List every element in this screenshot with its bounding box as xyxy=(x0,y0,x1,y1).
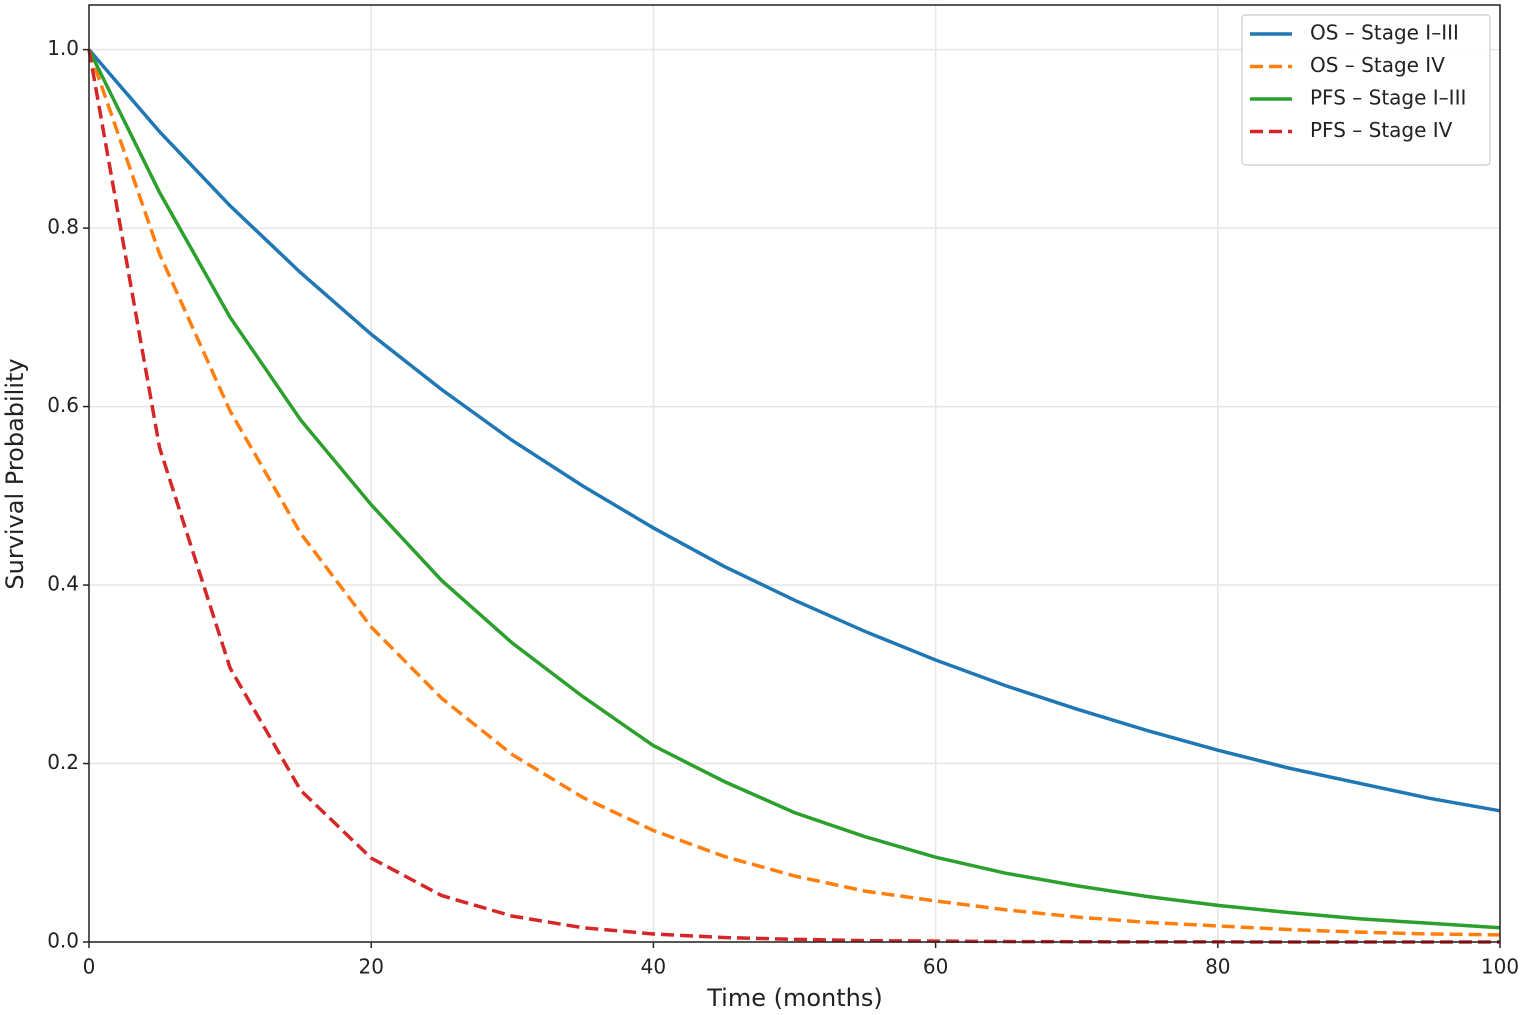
x-tick-label: 40 xyxy=(641,955,666,979)
x-tick-label: 100 xyxy=(1481,955,1519,979)
legend: OS – Stage I–III OS – Stage IV PFS – Stage… xyxy=(1241,14,1491,166)
series-line xyxy=(87,49,1500,944)
x-tick-label: 80 xyxy=(1205,955,1230,979)
series-line xyxy=(87,49,1501,937)
x-tick-label: 60 xyxy=(923,955,948,979)
x-tick-label: 20 xyxy=(358,955,383,979)
y-axis-label: Survival Probability xyxy=(1,358,29,589)
legend-label: OS – Stage IV xyxy=(1310,53,1445,77)
legend-label: PFS – Stage IV xyxy=(1310,118,1453,142)
plot-frame xyxy=(88,4,1501,943)
y-tick-label: 0.0 xyxy=(47,929,79,953)
x-tick-label: 0 xyxy=(83,955,96,979)
y-tick-label: 0.8 xyxy=(47,215,79,239)
y-tick-label: 0.2 xyxy=(47,750,79,774)
y-tick-label: 1.0 xyxy=(47,36,79,60)
series-line xyxy=(87,48,1501,930)
legend-label: PFS – Stage I–III xyxy=(1310,86,1466,110)
x-axis-label: Time (months) xyxy=(706,984,883,1012)
legend-box xyxy=(1241,14,1491,166)
y-tick-label: 0.4 xyxy=(47,572,79,596)
series-line xyxy=(87,48,1501,813)
y-tick-label: 0.6 xyxy=(47,393,79,417)
legend-label: OS – Stage I–III xyxy=(1310,21,1459,45)
